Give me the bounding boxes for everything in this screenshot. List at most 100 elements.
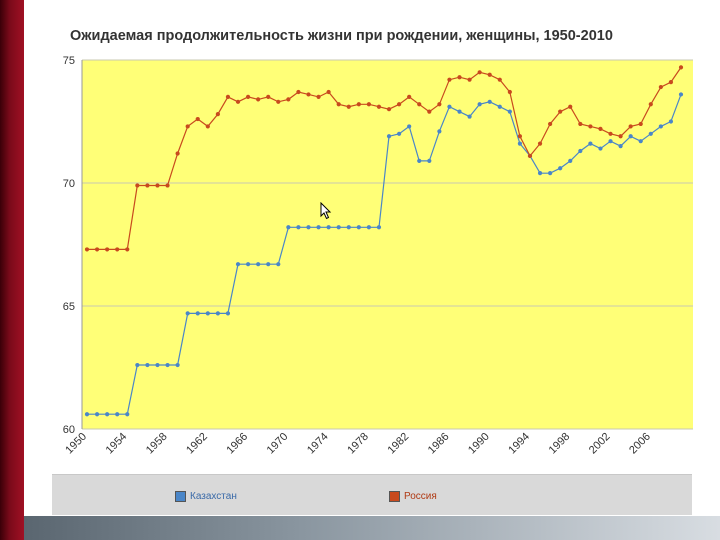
data-point-kazakhstan: [195, 311, 200, 316]
data-point-kazakhstan: [115, 412, 120, 417]
data-point-kazakhstan: [326, 225, 331, 230]
data-point-kazakhstan: [94, 412, 100, 417]
data-point-russia: [276, 99, 281, 104]
data-point-russia: [316, 94, 321, 99]
data-point-kazakhstan: [427, 158, 432, 163]
data-point-kazakhstan: [84, 412, 90, 417]
data-point-kazakhstan: [185, 311, 190, 316]
data-point-russia: [517, 134, 523, 139]
data-point-russia: [467, 77, 472, 82]
data-point-russia: [447, 77, 452, 82]
data-point-kazakhstan: [235, 262, 241, 267]
x-tick-label: 1982: [385, 431, 411, 457]
data-point-russia: [245, 94, 251, 99]
legend-label-kazakhstan: Казахстан: [190, 491, 237, 502]
data-point-kazakhstan: [376, 225, 382, 230]
data-point-russia: [598, 126, 603, 131]
data-point-russia: [256, 97, 261, 102]
data-point-kazakhstan: [125, 412, 130, 417]
data-point-kazakhstan: [276, 262, 281, 267]
data-point-kazakhstan: [437, 129, 442, 134]
data-point-russia: [286, 97, 291, 102]
data-point-kazakhstan: [608, 139, 613, 144]
x-tick-label: 2006: [627, 431, 653, 457]
data-point-kazakhstan: [225, 311, 231, 316]
data-point-kazakhstan: [346, 225, 351, 230]
data-point-russia: [94, 247, 100, 252]
data-point-russia: [195, 116, 200, 122]
data-point-russia: [306, 92, 311, 97]
x-tick-label: 1986: [426, 431, 452, 457]
data-point-kazakhstan: [487, 99, 492, 104]
data-point-kazakhstan: [145, 362, 150, 368]
data-point-russia: [356, 102, 361, 107]
data-point-kazakhstan: [105, 412, 110, 417]
y-tick-label: 65: [63, 301, 75, 313]
data-point-kazakhstan: [578, 148, 583, 154]
data-point-russia: [568, 104, 573, 109]
data-point-russia: [296, 89, 301, 95]
data-point-russia: [457, 75, 462, 80]
data-point-russia: [537, 141, 543, 146]
data-point-kazakhstan: [135, 362, 140, 368]
data-point-russia: [527, 153, 533, 159]
x-tick-label: 1962: [184, 431, 210, 457]
data-point-russia: [497, 77, 502, 82]
data-point-kazakhstan: [266, 262, 271, 267]
data-point-kazakhstan: [618, 144, 623, 149]
data-point-kazakhstan: [588, 141, 593, 146]
data-point-kazakhstan: [678, 92, 684, 97]
data-point-russia: [376, 104, 382, 109]
data-point-russia: [548, 121, 553, 127]
legend-swatch-russia: [389, 491, 400, 502]
data-point-russia: [678, 65, 684, 70]
data-point-kazakhstan: [397, 131, 402, 136]
data-point-kazakhstan: [205, 311, 210, 316]
data-point-russia: [155, 183, 160, 188]
data-point-kazakhstan: [548, 171, 553, 176]
data-point-russia: [105, 247, 110, 252]
data-point-russia: [407, 94, 412, 99]
x-tick-label: 1998: [547, 431, 573, 457]
data-point-kazakhstan: [336, 225, 341, 230]
data-point-russia: [84, 247, 90, 252]
data-point-kazakhstan: [558, 166, 563, 171]
x-tick-label: 1958: [144, 431, 170, 457]
data-point-kazakhstan: [286, 225, 291, 230]
data-point-kazakhstan: [296, 225, 301, 230]
data-point-russia: [386, 107, 392, 112]
data-point-kazakhstan: [356, 225, 361, 230]
data-point-kazakhstan: [648, 131, 653, 136]
plot-area: [82, 60, 693, 429]
slide-left-accent-bar: [0, 0, 24, 540]
data-point-kazakhstan: [628, 134, 633, 139]
data-point-russia: [336, 102, 341, 107]
legend-item-kazakhstan[interactable]: Казахстан: [175, 491, 237, 502]
y-tick-label: 75: [63, 55, 75, 67]
data-point-kazakhstan: [175, 362, 180, 368]
data-point-russia: [578, 121, 583, 127]
data-point-kazakhstan: [638, 139, 643, 144]
data-point-kazakhstan: [256, 262, 261, 267]
chart-legend: Казахстан Россия: [52, 474, 692, 515]
x-tick-label: 1990: [466, 431, 492, 457]
data-point-russia: [638, 121, 643, 127]
data-point-russia: [165, 183, 170, 188]
y-tick-label: 60: [63, 424, 75, 436]
data-point-kazakhstan: [668, 119, 674, 124]
data-point-russia: [397, 102, 402, 107]
data-point-russia: [175, 151, 180, 156]
data-point-russia: [215, 112, 220, 117]
data-point-kazakhstan: [537, 171, 543, 176]
data-point-kazakhstan: [457, 109, 462, 114]
data-point-russia: [135, 183, 140, 188]
data-point-russia: [658, 84, 663, 90]
legend-item-russia[interactable]: Россия: [389, 491, 437, 502]
data-point-russia: [668, 80, 674, 85]
data-point-kazakhstan: [658, 124, 663, 129]
x-tick-label: 1954: [104, 431, 130, 457]
data-point-kazakhstan: [417, 158, 422, 163]
x-tick-label: 1966: [224, 431, 250, 457]
data-point-kazakhstan: [366, 225, 371, 230]
